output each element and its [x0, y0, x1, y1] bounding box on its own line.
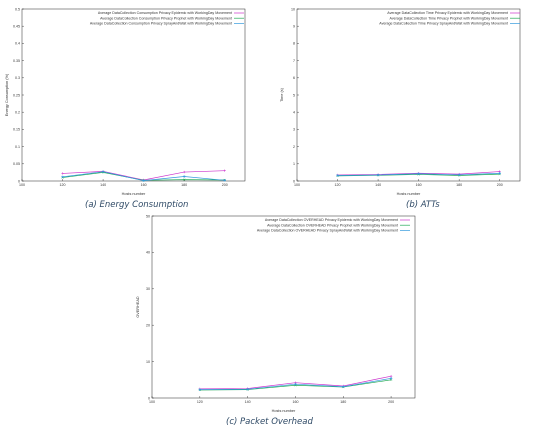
energy-consumption-chart: 100 120 140 160 180 200 0 0.05 0.1 0.15 0.2 0.25 0.3… [5, 7, 246, 196]
y-tick-label: 6 [293, 76, 295, 80]
y-tick-label: 0.15 [13, 128, 20, 132]
y-axis-label: Time (s) [280, 87, 284, 102]
y-tick-label: 9 [293, 25, 295, 29]
x-axis-label: Hosts number [272, 409, 296, 413]
data-point [142, 179, 145, 182]
x-tick-label: 140 [100, 183, 106, 187]
y-tick-label: 0.4 [15, 42, 20, 46]
legend-label: Average DataCollection Consumption Priva… [90, 22, 232, 26]
x-tick-label: 140 [245, 400, 251, 404]
y-tick-label: 8 [293, 42, 295, 46]
legend-label: Average DataCollection Time Privacy Epid… [387, 11, 508, 15]
data-point [61, 172, 64, 175]
legend-label: Average DataCollection Consumption Priva… [98, 11, 232, 15]
legend-label: Average DataCollection OVERHEAD Privacy … [257, 229, 398, 233]
data-point [457, 173, 461, 177]
data-point [336, 174, 339, 177]
y-tick-label: 20 [146, 324, 150, 328]
y-tick-label: 0 [18, 179, 20, 183]
y-tick-label: 0.3 [15, 76, 20, 80]
data-point [223, 179, 226, 182]
data-point [498, 172, 501, 175]
caption-atts: (b) ATTs [406, 200, 440, 210]
y-tick-label: 50 [146, 214, 150, 218]
plot-frame [151, 215, 416, 399]
y-tick-label: 30 [146, 287, 150, 291]
x-tick-label: 180 [181, 183, 187, 187]
x-tick-label: 100 [149, 400, 155, 404]
legend-label: Average DataCollection Time Privacy Spra… [379, 22, 508, 26]
data-point [223, 169, 226, 172]
x-tick-label: 200 [222, 183, 228, 187]
y-tick-label: 0.45 [13, 25, 20, 29]
y-tick-label: 4 [293, 111, 295, 115]
data-point [417, 172, 420, 175]
y-tick-label: 10 [146, 360, 150, 364]
x-axis-label: Hosts number [122, 192, 146, 196]
x-tick-label: 200 [388, 400, 394, 404]
y-tick-label: 10 [291, 7, 295, 11]
x-tick-label: 100 [19, 183, 25, 187]
data-point [183, 178, 186, 181]
data-point [389, 374, 393, 378]
y-tick-label: 0.5 [15, 7, 20, 11]
y-tick-label: 7 [293, 59, 295, 63]
x-tick-label: 120 [197, 400, 203, 404]
data-point [182, 170, 186, 174]
y-axis-label: OVERHEAD [136, 296, 140, 318]
y-tick-label: 0.1 [15, 145, 20, 149]
x-tick-label: 120 [60, 183, 66, 187]
x-axis-label: Hosts number [397, 192, 421, 196]
legend-label: Average DataCollection OVERHEAD Privacy … [265, 218, 398, 222]
y-tick-label: 5 [293, 93, 295, 97]
x-tick-label: 160 [416, 183, 422, 187]
y-tick-label: 0 [293, 179, 295, 183]
x-tick-label: 160 [292, 400, 298, 404]
legend-label: Average DataCollection Consumption Priva… [100, 16, 232, 20]
y-tick-label: 0.05 [13, 162, 20, 166]
x-tick-label: 180 [456, 183, 462, 187]
y-tick-label: 0.25 [13, 93, 20, 97]
atts-chart: 100 120 140 160 180 200 0 1 2 3 4 5 6 7 8 9 10 Hosts numb… [280, 7, 521, 196]
y-tick-label: 1 [293, 162, 295, 166]
y-tick-label: 0.2 [15, 111, 20, 115]
caption-energy-consumption: (a) Energy Consumption [85, 200, 189, 210]
legend-label: Average DataCollection Time Privacy Prop… [389, 16, 508, 20]
x-tick-label: 100 [294, 183, 300, 187]
legend-label: Average DataCollection OVERHEAD Privacy … [267, 223, 398, 227]
caption-packet-overhead: (c) Packet Overhead [226, 417, 313, 427]
y-tick-label: 40 [146, 251, 150, 255]
data-point [376, 173, 380, 177]
data-point [101, 170, 105, 173]
x-tick-label: 200 [497, 183, 503, 187]
data-point [389, 377, 393, 380]
y-tick-label: 0 [148, 396, 150, 400]
x-tick-label: 140 [375, 183, 381, 187]
x-tick-label: 160 [141, 183, 147, 187]
data-point [246, 388, 249, 391]
y-tick-label: 2 [293, 145, 295, 149]
data-point [61, 175, 64, 179]
x-tick-label: 120 [335, 183, 341, 187]
y-tick-label: 0.35 [13, 59, 20, 63]
data-point [294, 382, 297, 386]
y-tick-label: 3 [293, 128, 295, 132]
data-point [342, 385, 345, 388]
data-point [182, 175, 186, 178]
data-point [198, 388, 202, 391]
x-tick-label: 180 [340, 400, 346, 404]
y-axis-label: Energy Consumption (%) [5, 73, 9, 116]
